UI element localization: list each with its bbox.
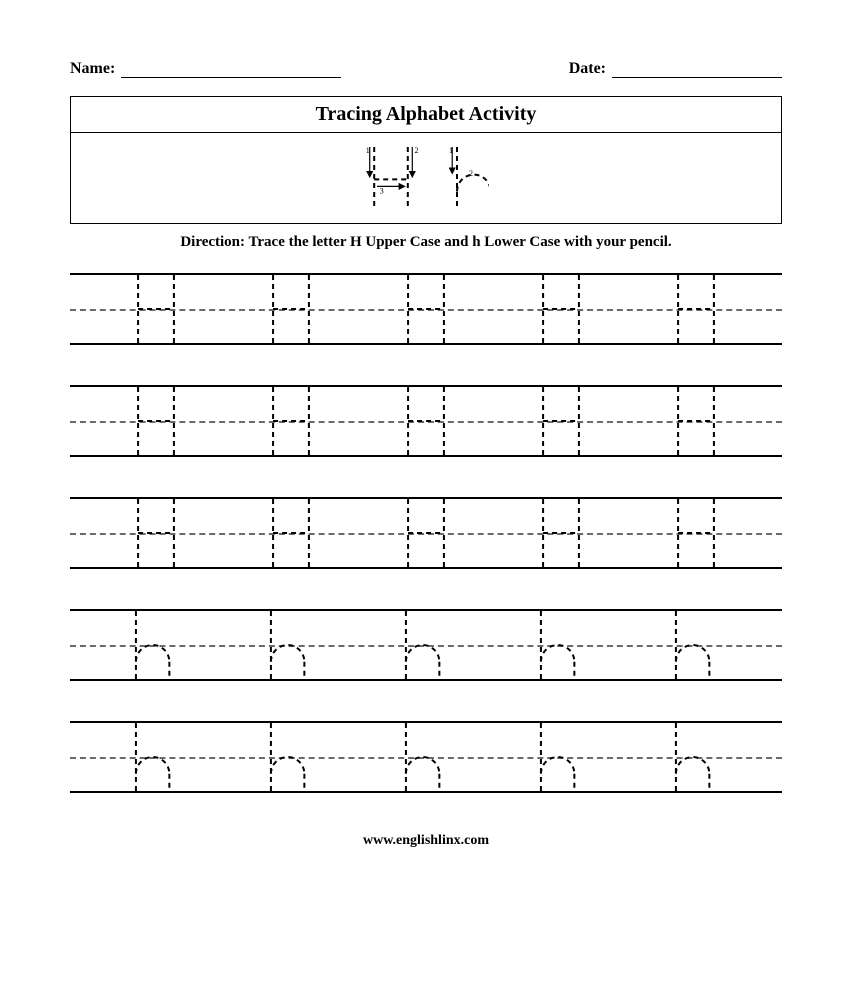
- date-label: Date:: [569, 60, 606, 78]
- letter-upper-h: [533, 385, 589, 457]
- letter-slot[interactable]: [668, 273, 724, 345]
- letter-slot[interactable]: [398, 721, 454, 793]
- writing-row: [70, 273, 782, 345]
- svg-text:2: 2: [415, 146, 419, 155]
- letter-upper-h: [128, 273, 184, 345]
- letter-upper-h: [398, 273, 454, 345]
- letters-container: [70, 721, 782, 793]
- letter-upper-h: [668, 385, 724, 457]
- letter-lower-h: [128, 609, 172, 681]
- letter-slot[interactable]: [533, 497, 589, 569]
- letter-slot[interactable]: [128, 385, 184, 457]
- letter-lower-h: [263, 609, 307, 681]
- letter-lower-h: [668, 721, 712, 793]
- exemplar-area: 1 2 3 1 2: [71, 133, 781, 223]
- letter-slot[interactable]: [128, 273, 184, 345]
- letter-lower-h: [533, 721, 577, 793]
- name-field[interactable]: Name:: [70, 60, 341, 78]
- letter-upper-h: [533, 497, 589, 569]
- exemplar-lower-h: 1 2: [449, 143, 489, 213]
- name-label: Name:: [70, 60, 115, 78]
- writing-row: [70, 497, 782, 569]
- letters-container: [70, 609, 782, 681]
- svg-text:1: 1: [449, 146, 453, 155]
- letter-slot[interactable]: [263, 273, 319, 345]
- exemplar-upper-h: 1 2 3: [363, 143, 419, 213]
- letter-slot[interactable]: [668, 385, 724, 457]
- letters-container: [70, 385, 782, 457]
- letter-upper-h: [263, 497, 319, 569]
- letter-upper-h: [263, 385, 319, 457]
- letter-slot[interactable]: [398, 273, 454, 345]
- name-underline[interactable]: [121, 64, 341, 78]
- letter-lower-h: [668, 609, 712, 681]
- letter-slot[interactable]: [398, 497, 454, 569]
- letter-slot[interactable]: [263, 385, 319, 457]
- letter-slot[interactable]: [263, 721, 319, 793]
- letter-slot[interactable]: [533, 385, 589, 457]
- letter-slot[interactable]: [263, 609, 319, 681]
- letter-slot[interactable]: [533, 721, 589, 793]
- letter-upper-h: [668, 497, 724, 569]
- direction-text: Direction: Trace the letter H Upper Case…: [70, 234, 782, 251]
- date-field[interactable]: Date:: [569, 60, 782, 78]
- letters-container: [70, 273, 782, 345]
- footer-text: www.englishlinx.com: [70, 833, 782, 849]
- tracing-rows: [70, 273, 782, 793]
- worksheet-page: Name: Date: Tracing Alphabet Activity 1 …: [70, 60, 782, 849]
- title-box: Tracing Alphabet Activity 1 2 3 1 2: [70, 96, 782, 224]
- letter-upper-h: [398, 497, 454, 569]
- letter-lower-h: [398, 609, 442, 681]
- date-underline[interactable]: [612, 64, 782, 78]
- letter-upper-h: [668, 273, 724, 345]
- letters-container: [70, 497, 782, 569]
- writing-row: [70, 721, 782, 793]
- letter-upper-h: [398, 385, 454, 457]
- letter-slot[interactable]: [668, 609, 724, 681]
- letter-upper-h: [533, 273, 589, 345]
- svg-text:2: 2: [469, 169, 473, 178]
- letter-slot[interactable]: [533, 273, 589, 345]
- letter-upper-h: [263, 273, 319, 345]
- title-text: Tracing Alphabet Activity: [71, 97, 781, 133]
- svg-text:1: 1: [366, 146, 370, 155]
- letter-slot[interactable]: [668, 721, 724, 793]
- letter-lower-h: [398, 721, 442, 793]
- letter-upper-h: [128, 497, 184, 569]
- letter-slot[interactable]: [263, 497, 319, 569]
- letter-slot[interactable]: [668, 497, 724, 569]
- header-row: Name: Date:: [70, 60, 782, 78]
- letter-slot[interactable]: [398, 385, 454, 457]
- letter-lower-h: [263, 721, 307, 793]
- letter-slot[interactable]: [128, 609, 184, 681]
- letter-slot[interactable]: [533, 609, 589, 681]
- letter-lower-h: [128, 721, 172, 793]
- writing-row: [70, 385, 782, 457]
- writing-row: [70, 609, 782, 681]
- svg-text:3: 3: [380, 186, 384, 195]
- letter-slot[interactable]: [128, 721, 184, 793]
- letter-upper-h: [128, 385, 184, 457]
- letter-lower-h: [533, 609, 577, 681]
- letter-slot[interactable]: [128, 497, 184, 569]
- letter-slot[interactable]: [398, 609, 454, 681]
